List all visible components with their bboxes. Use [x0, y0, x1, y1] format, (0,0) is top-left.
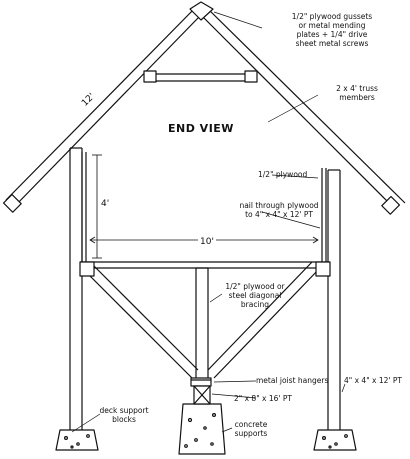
- truss-note-line: members: [339, 93, 375, 102]
- deck-support-note-line: blocks: [112, 415, 136, 424]
- gussets-note: 1/2" plywood gussets or metal mending pl…: [262, 12, 402, 48]
- right-lower-diagonal: [207, 261, 321, 379]
- post-note: 4" x 4" x 12' PT: [344, 376, 402, 385]
- left-post-gusset: [79, 261, 95, 277]
- concrete-note-line: supports: [234, 429, 268, 438]
- left-post: [69, 147, 83, 430]
- center-bracing: [195, 267, 209, 378]
- left-deck-block: [55, 429, 99, 451]
- wall-height-dimension: [92, 154, 102, 259]
- nail-note-line: to 4" x 4" x 12' PT: [245, 210, 313, 219]
- gussets-note-line: 1/2" plywood gussets: [291, 12, 373, 21]
- nail-note: nail through plywood to 4" x 4" x 12' PT: [226, 201, 332, 219]
- gussets-note-line: sheet metal screws: [295, 39, 369, 48]
- plywood-note: 1/2" plywood: [258, 170, 308, 179]
- right-post-gusset: [315, 261, 331, 277]
- ridge-gusset: [189, 1, 214, 21]
- deck-support-note: deck support blocks: [92, 406, 156, 424]
- gussets-note-line: or metal mending: [298, 21, 366, 30]
- right-eave-gusset: [381, 195, 401, 215]
- collar-tie: [143, 70, 258, 83]
- left-rafter: [5, 5, 200, 208]
- leader-lines: [71, 11, 346, 433]
- width-label: 10': [198, 237, 216, 247]
- concrete-support: [178, 385, 226, 455]
- bracing-note: 1/2" plywood or steel diagonal bracing: [216, 282, 294, 309]
- wall-height-label: 4': [101, 199, 110, 209]
- right-wall-panel: [321, 168, 327, 262]
- joist-hanger: [190, 377, 212, 387]
- truss-note: 2 x 4' truss members: [312, 84, 402, 102]
- right-rafter: [202, 5, 406, 210]
- end-view-title: END VIEW: [168, 122, 234, 135]
- hangers-note: metal joist hangers: [256, 376, 329, 385]
- right-deck-block: [313, 429, 357, 451]
- nail-note-line: nail through plywood: [239, 201, 319, 210]
- concrete-note-line: concrete: [234, 420, 268, 429]
- bracing-note-line: steel diagonal: [228, 291, 282, 300]
- bracing-note-line: 1/2" plywood or: [225, 282, 285, 291]
- truss-note-line: 2 x 4' truss: [336, 84, 378, 93]
- gussets-note-line: plates + 1/4" drive: [296, 30, 368, 39]
- right-post: [327, 169, 341, 430]
- floor-beam: [80, 261, 330, 269]
- left-lower-diagonal: [81, 261, 199, 379]
- left-eave-gusset: [2, 193, 22, 213]
- bracing-note-line: bracing: [240, 300, 270, 309]
- joist-note: 2" x 8" x 16' PT: [234, 394, 292, 403]
- deck-support-note-line: deck support: [99, 406, 149, 415]
- concrete-note: concrete supports: [224, 420, 278, 438]
